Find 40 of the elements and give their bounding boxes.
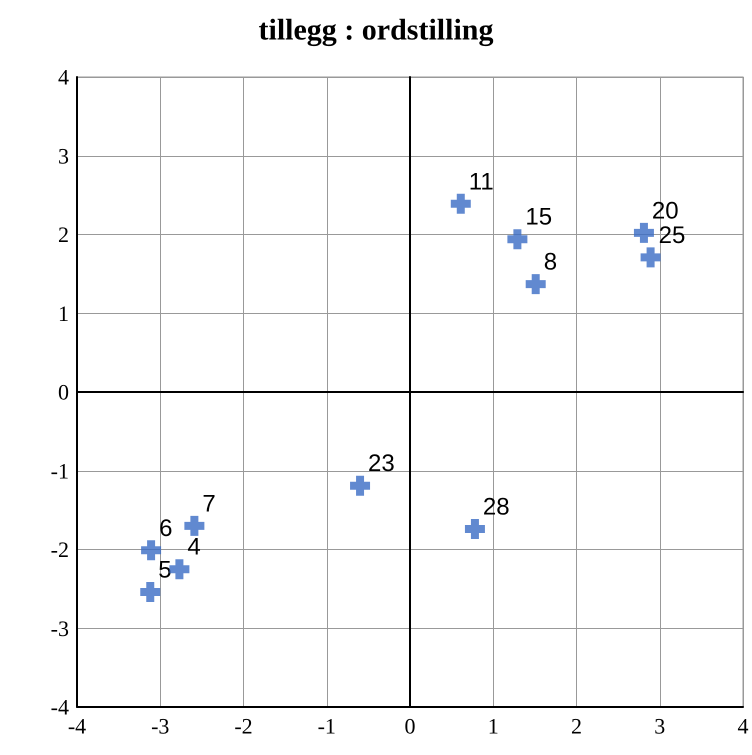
annotation: 4	[187, 534, 201, 561]
x-tick-label: 3	[654, 714, 666, 738]
x-tick-label: -3	[151, 714, 170, 738]
annotation: 15	[525, 204, 552, 231]
point	[169, 559, 190, 580]
annotation: 23	[368, 450, 395, 478]
x-tick-label: 0	[404, 714, 416, 738]
annotation: 8	[544, 248, 558, 276]
y-tick-label: 0	[58, 380, 69, 404]
point	[184, 516, 204, 536]
point	[350, 476, 370, 496]
x-tick-label: -1	[318, 714, 336, 738]
y-tick-label: 4	[58, 64, 69, 90]
annotation: 7	[202, 490, 216, 518]
y-tick-label: 2	[58, 222, 69, 247]
point	[464, 519, 485, 540]
point	[507, 229, 528, 250]
point	[640, 247, 661, 268]
annotation: 5	[158, 556, 172, 584]
point	[450, 194, 471, 214]
y-tick-label: 3	[58, 143, 69, 168]
x-tick-label: 4	[738, 714, 748, 738]
point	[141, 540, 162, 560]
y-tick-label: -3	[50, 616, 69, 641]
chart-title: tillegg : ordstilling	[258, 14, 494, 46]
point	[634, 222, 654, 243]
annotation: 25	[658, 222, 686, 249]
y-tick-label: -1	[50, 458, 69, 484]
x-tick-label: -2	[234, 714, 253, 738]
annotation: 20	[652, 197, 679, 224]
point	[140, 582, 160, 602]
annotation: 6	[159, 514, 172, 542]
x-tick-label: 2	[571, 714, 582, 738]
y-tick-label: -4	[50, 694, 69, 720]
x-tick-label: 1	[488, 714, 499, 738]
y-tick-label: 1	[58, 300, 69, 326]
point	[526, 274, 546, 294]
annotation: 11	[468, 168, 494, 196]
annotation: 28	[482, 494, 510, 521]
y-tick-label: -2	[50, 537, 69, 562]
